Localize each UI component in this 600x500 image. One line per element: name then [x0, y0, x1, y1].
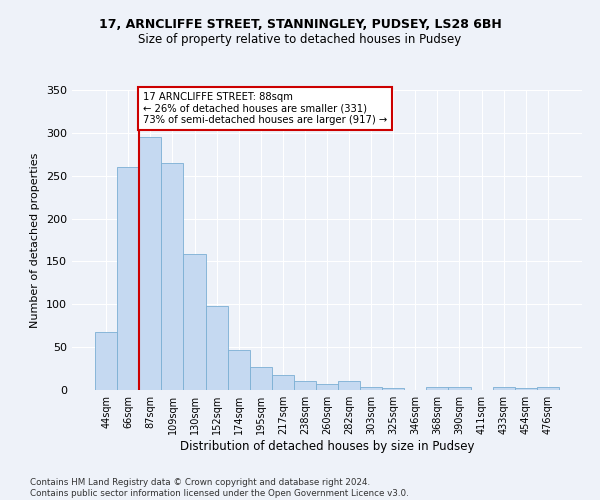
Bar — [184, 254, 206, 390]
Bar — [338, 382, 360, 390]
Bar — [294, 382, 316, 390]
Bar — [493, 386, 515, 390]
Bar — [227, 350, 250, 390]
Bar — [139, 137, 161, 390]
Bar — [316, 384, 338, 390]
Bar — [382, 388, 404, 390]
Bar — [161, 163, 184, 390]
Bar — [117, 167, 139, 390]
Text: 17 ARNCLIFFE STREET: 88sqm
← 26% of detached houses are smaller (331)
73% of sem: 17 ARNCLIFFE STREET: 88sqm ← 26% of deta… — [143, 92, 387, 125]
Bar — [206, 306, 227, 390]
Y-axis label: Number of detached properties: Number of detached properties — [31, 152, 40, 328]
X-axis label: Distribution of detached houses by size in Pudsey: Distribution of detached houses by size … — [180, 440, 474, 453]
Text: Size of property relative to detached houses in Pudsey: Size of property relative to detached ho… — [139, 32, 461, 46]
Bar — [515, 388, 537, 390]
Bar — [272, 374, 294, 390]
Text: Contains HM Land Registry data © Crown copyright and database right 2024.
Contai: Contains HM Land Registry data © Crown c… — [30, 478, 409, 498]
Bar — [427, 386, 448, 390]
Bar — [95, 332, 117, 390]
Bar — [537, 386, 559, 390]
Bar — [448, 386, 470, 390]
Bar — [250, 367, 272, 390]
Text: 17, ARNCLIFFE STREET, STANNINGLEY, PUDSEY, LS28 6BH: 17, ARNCLIFFE STREET, STANNINGLEY, PUDSE… — [98, 18, 502, 30]
Bar — [360, 386, 382, 390]
